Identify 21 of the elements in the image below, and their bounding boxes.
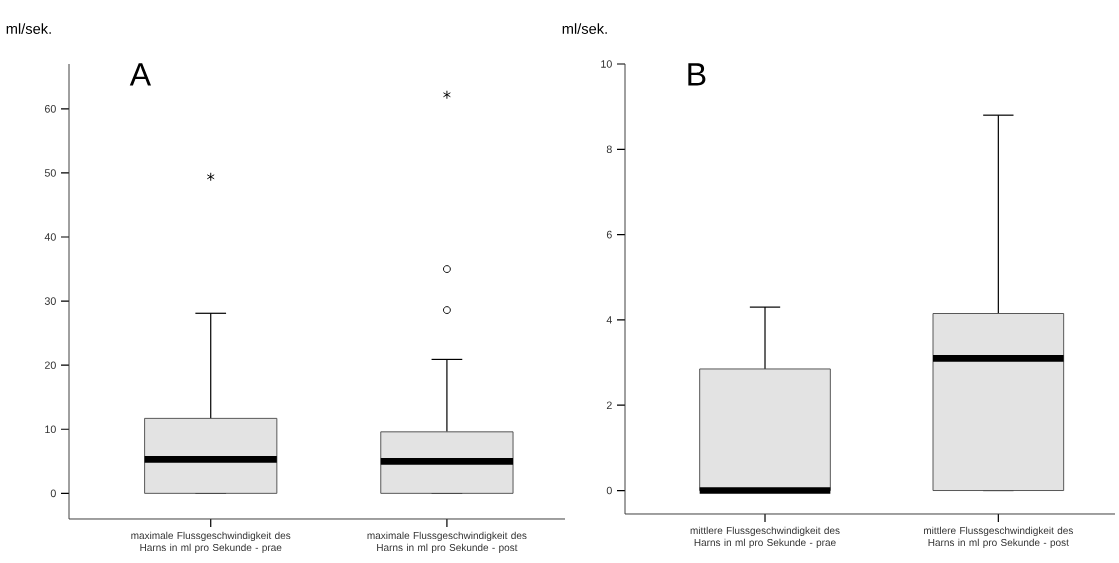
y-axis-title: ml/sek. bbox=[562, 23, 607, 34]
y-tick-label: 20 bbox=[44, 361, 56, 369]
y-tick-label: 40 bbox=[44, 233, 56, 241]
y-tick-label: 60 bbox=[44, 105, 56, 113]
x-tick-label: maximale Flussgeschwindigkeit des Harns in ml pro Sekunde - prae bbox=[131, 531, 291, 554]
x-tick-label: mittlere Flussgeschwindigkeit des Harns in ml pro Sekunde - post bbox=[923, 526, 1073, 549]
chart-title: B bbox=[688, 63, 706, 86]
y-tick-label: 8 bbox=[606, 145, 612, 154]
y-tick-label: 0 bbox=[50, 489, 56, 498]
y-tick-label: 4 bbox=[606, 316, 612, 324]
y-tick-label: 10 bbox=[45, 425, 56, 434]
y-tick-label: 0 bbox=[606, 486, 612, 495]
y-tick-label: 50 bbox=[44, 169, 56, 177]
y-tick-label: 30 bbox=[44, 297, 56, 305]
x-tick-label: maximale Flussgeschwindigkeit des Harns in ml pro Sekunde - post bbox=[367, 531, 527, 554]
y-tick-label: 10 bbox=[601, 60, 612, 68]
x-tick-label: mittlere Flussgeschwindigkeit des Harns in ml pro Sekunde - prae bbox=[690, 526, 840, 549]
y-tick-label: 6 bbox=[606, 230, 612, 239]
chart-title: A bbox=[129, 63, 152, 86]
y-axis-title: ml/sek. bbox=[6, 23, 51, 34]
y-tick-label: 2 bbox=[606, 401, 612, 409]
